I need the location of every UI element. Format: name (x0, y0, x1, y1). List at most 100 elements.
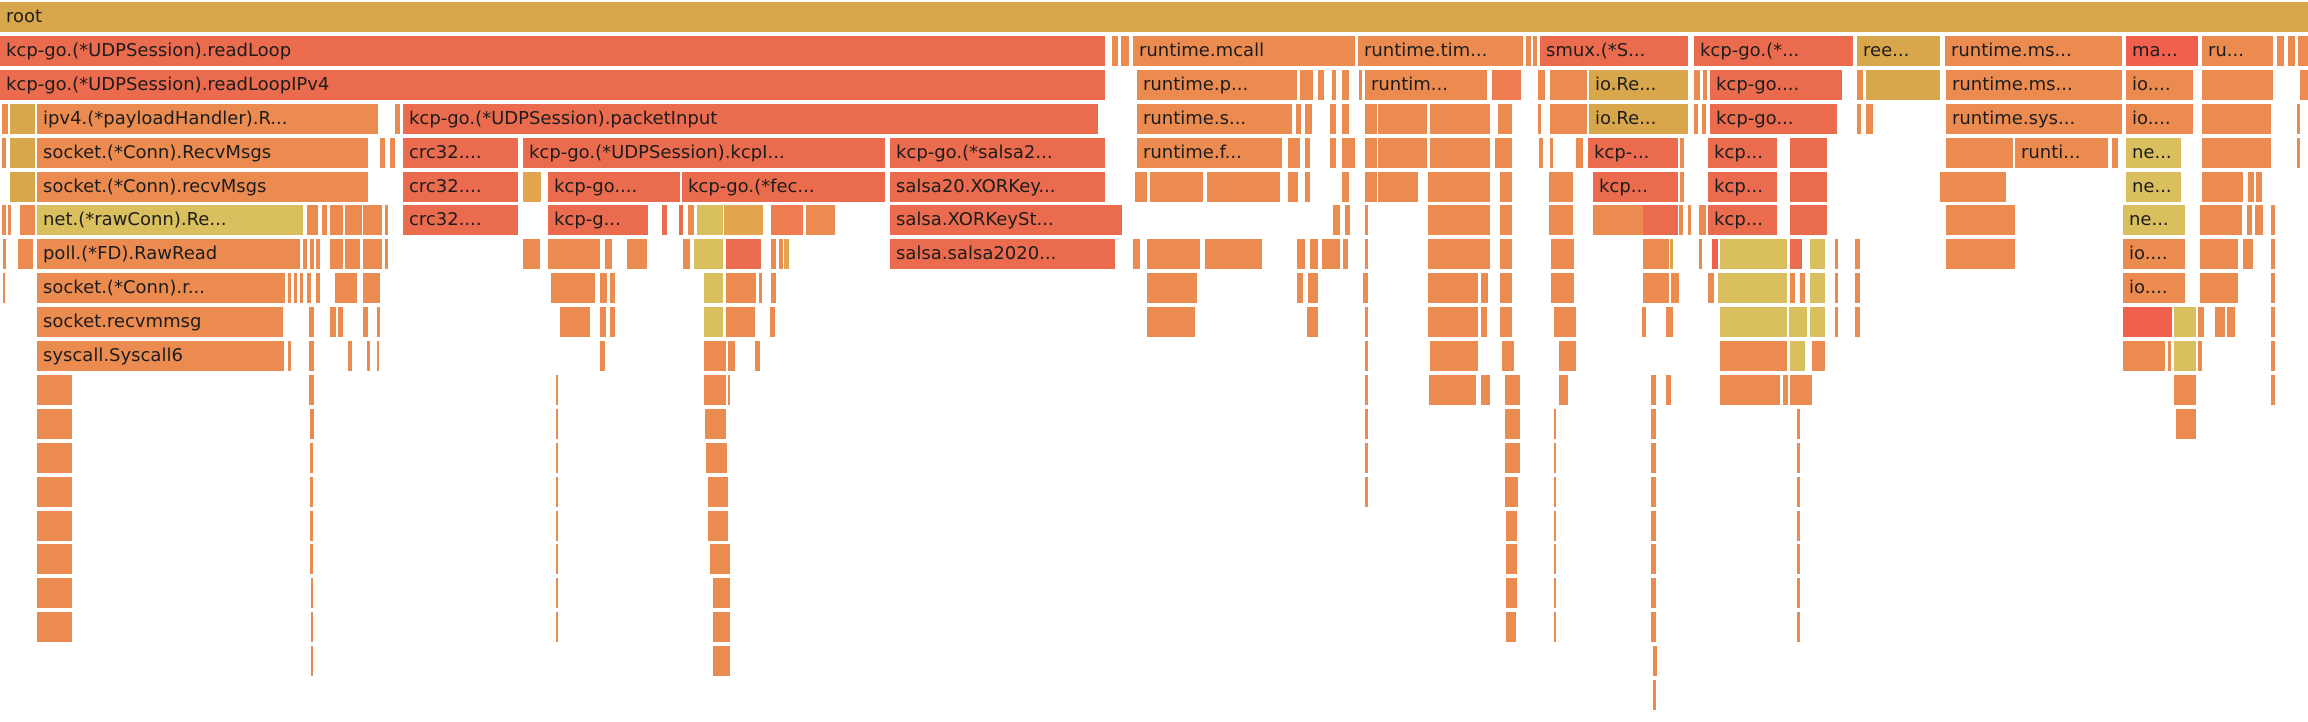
flame-frame-sliver[interactable] (1835, 307, 1838, 338)
flame-frame-sliver[interactable] (1703, 69, 1707, 100)
flame-frame-sliver[interactable] (3, 239, 6, 270)
flame-frame-sliver[interactable] (523, 239, 540, 270)
flame-frame-sliver[interactable] (288, 341, 291, 371)
flame-frame-sliver[interactable] (1305, 103, 1312, 134)
flame-frame-sliver[interactable] (755, 341, 760, 371)
flame-frame-sliver[interactable] (1651, 374, 1656, 405)
flame-frame-sliver[interactable] (385, 205, 388, 236)
flame-frame-sliver[interactable] (1342, 69, 1349, 100)
flame-frame-sliver[interactable] (1790, 205, 1827, 236)
flame-frame-sliver[interactable] (1332, 69, 1336, 100)
flame-frame-sliver[interactable] (1500, 205, 1512, 236)
flame-frame-sliver[interactable] (10, 137, 35, 168)
flame-frame-sliver[interactable] (1133, 239, 1140, 270)
flame-frame[interactable]: kcp... (1708, 137, 1777, 168)
flame-frame-sliver[interactable] (1147, 307, 1195, 338)
flame-frame-sliver[interactable] (1797, 578, 1800, 609)
flame-frame-sliver[interactable] (771, 205, 803, 236)
flame-frame-sliver[interactable] (1526, 35, 1531, 66)
flame-frame-sliver[interactable] (1500, 273, 1512, 304)
flame-frame-sliver[interactable] (2, 205, 6, 236)
flame-frame[interactable]: kcp-go.(*... (1694, 35, 1853, 66)
flame-frame[interactable]: kcp... (1708, 205, 1777, 236)
flame-frame-sliver[interactable] (311, 612, 313, 643)
flame-frame-sliver[interactable] (610, 273, 615, 304)
flame-frame-sliver[interactable] (1365, 408, 1368, 439)
flame-frame-sliver[interactable] (294, 273, 297, 304)
flame-frame-sliver[interactable] (1365, 341, 1368, 371)
flame-frame-sliver[interactable] (1305, 171, 1310, 202)
flame-frame-sliver[interactable] (311, 646, 313, 677)
flame-frame-sliver[interactable] (1651, 612, 1656, 643)
flame-frame-sliver[interactable] (310, 408, 314, 439)
flame-frame[interactable]: salsa20.XORKey... (890, 171, 1105, 202)
flame-frame-sliver[interactable] (37, 612, 72, 643)
flame-frame-sliver[interactable] (2, 137, 6, 168)
flame-frame-sliver[interactable] (1428, 307, 1478, 338)
flame-frame-sliver[interactable] (1855, 307, 1860, 338)
flame-frame[interactable]: io.... (2123, 273, 2185, 304)
flame-frame-sliver[interactable] (1538, 103, 1541, 134)
flame-frame-sliver[interactable] (1430, 341, 1478, 371)
flame-frame-sliver[interactable] (1121, 35, 1129, 66)
flame-frame-sliver[interactable] (309, 341, 314, 371)
flame-frame-sliver[interactable] (1318, 69, 1324, 100)
flame-frame-sliver[interactable] (1551, 273, 1574, 304)
flame-frame-sliver[interactable] (1498, 103, 1512, 134)
flame-frame-sliver[interactable] (1790, 273, 1795, 304)
flame-frame-sliver[interactable] (1297, 273, 1303, 304)
flame-frame-sliver[interactable] (1506, 544, 1517, 575)
flame-frame-sliver[interactable] (1680, 137, 1684, 168)
flame-frame[interactable]: socket.(*Conn).RecvMsgs (37, 137, 368, 168)
flame-frame[interactable]: socket.(*Conn).recvMsgs (37, 171, 368, 202)
flame-frame-sliver[interactable] (37, 374, 72, 405)
flame-frame-sliver[interactable] (1797, 612, 1800, 643)
flame-frame-sliver[interactable] (1207, 171, 1280, 202)
flame-frame-sliver[interactable] (310, 544, 313, 575)
flame-frame-sliver[interactable] (395, 103, 400, 134)
flame-frame[interactable]: kcp-go.(*UDPSession).readLoopIPv4 (0, 69, 1105, 100)
flame-frame-sliver[interactable] (556, 442, 558, 473)
flame-frame[interactable]: kcp-go.(*salsa2... (890, 137, 1105, 168)
flame-frame[interactable]: ipv4.(*payloadHandler).R... (37, 103, 378, 134)
flame-frame[interactable]: ne... (2126, 171, 2181, 202)
flame-frame-sliver[interactable] (704, 341, 726, 371)
flame-frame-sliver[interactable] (2271, 341, 2275, 371)
flame-frame[interactable]: syscall.Syscall6 (37, 341, 284, 371)
flame-frame-sliver[interactable] (556, 612, 558, 643)
flame-frame-sliver[interactable] (307, 205, 318, 236)
flame-frame-sliver[interactable] (345, 205, 362, 236)
flame-frame-sliver[interactable] (759, 273, 762, 304)
flame-frame-sliver[interactable] (8, 205, 11, 236)
flame-frame-sliver[interactable] (2174, 341, 2196, 371)
flame-frame-sliver[interactable] (2112, 137, 2118, 168)
flame-frame-sliver[interactable] (2202, 137, 2271, 168)
flame-frame-sliver[interactable] (1500, 307, 1512, 338)
flame-frame[interactable]: socket.recvmmsg (37, 307, 283, 338)
flame-frame-sliver[interactable] (1481, 307, 1487, 338)
flame-frame-sliver[interactable] (1712, 239, 1718, 270)
flame-frame-sliver[interactable] (688, 205, 694, 236)
flame-frame-sliver[interactable] (771, 273, 776, 304)
flame-frame-sliver[interactable] (1593, 205, 1643, 236)
flame-frame-sliver[interactable] (704, 307, 723, 338)
flame-frame-sliver[interactable] (1345, 205, 1350, 236)
flame-frame-sliver[interactable] (1365, 103, 1377, 134)
flame-frame-sliver[interactable] (310, 476, 313, 507)
flame-frame-sliver[interactable] (300, 273, 303, 304)
flame-frame[interactable]: kcp-go.... (548, 171, 680, 202)
flame-frame-sliver[interactable] (704, 374, 726, 405)
flame-frame[interactable]: kcp-g... (548, 205, 648, 236)
flame-frame-sliver[interactable] (726, 273, 756, 304)
flame-frame-sliver[interactable] (1500, 239, 1512, 270)
flame-frame-sliver[interactable] (1310, 239, 1318, 270)
flame-frame-sliver[interactable] (2200, 239, 2238, 270)
flame-frame-sliver[interactable] (37, 442, 72, 473)
flame-frame-sliver[interactable] (330, 205, 343, 236)
flame-frame-sliver[interactable] (37, 544, 72, 575)
flame-frame-sliver[interactable] (1363, 273, 1368, 304)
flame-frame-sliver[interactable] (771, 239, 776, 270)
flame-frame-sliver[interactable] (1790, 239, 1802, 270)
flame-frame-sliver[interactable] (1343, 239, 1348, 270)
flame-frame-sliver[interactable] (1288, 171, 1298, 202)
